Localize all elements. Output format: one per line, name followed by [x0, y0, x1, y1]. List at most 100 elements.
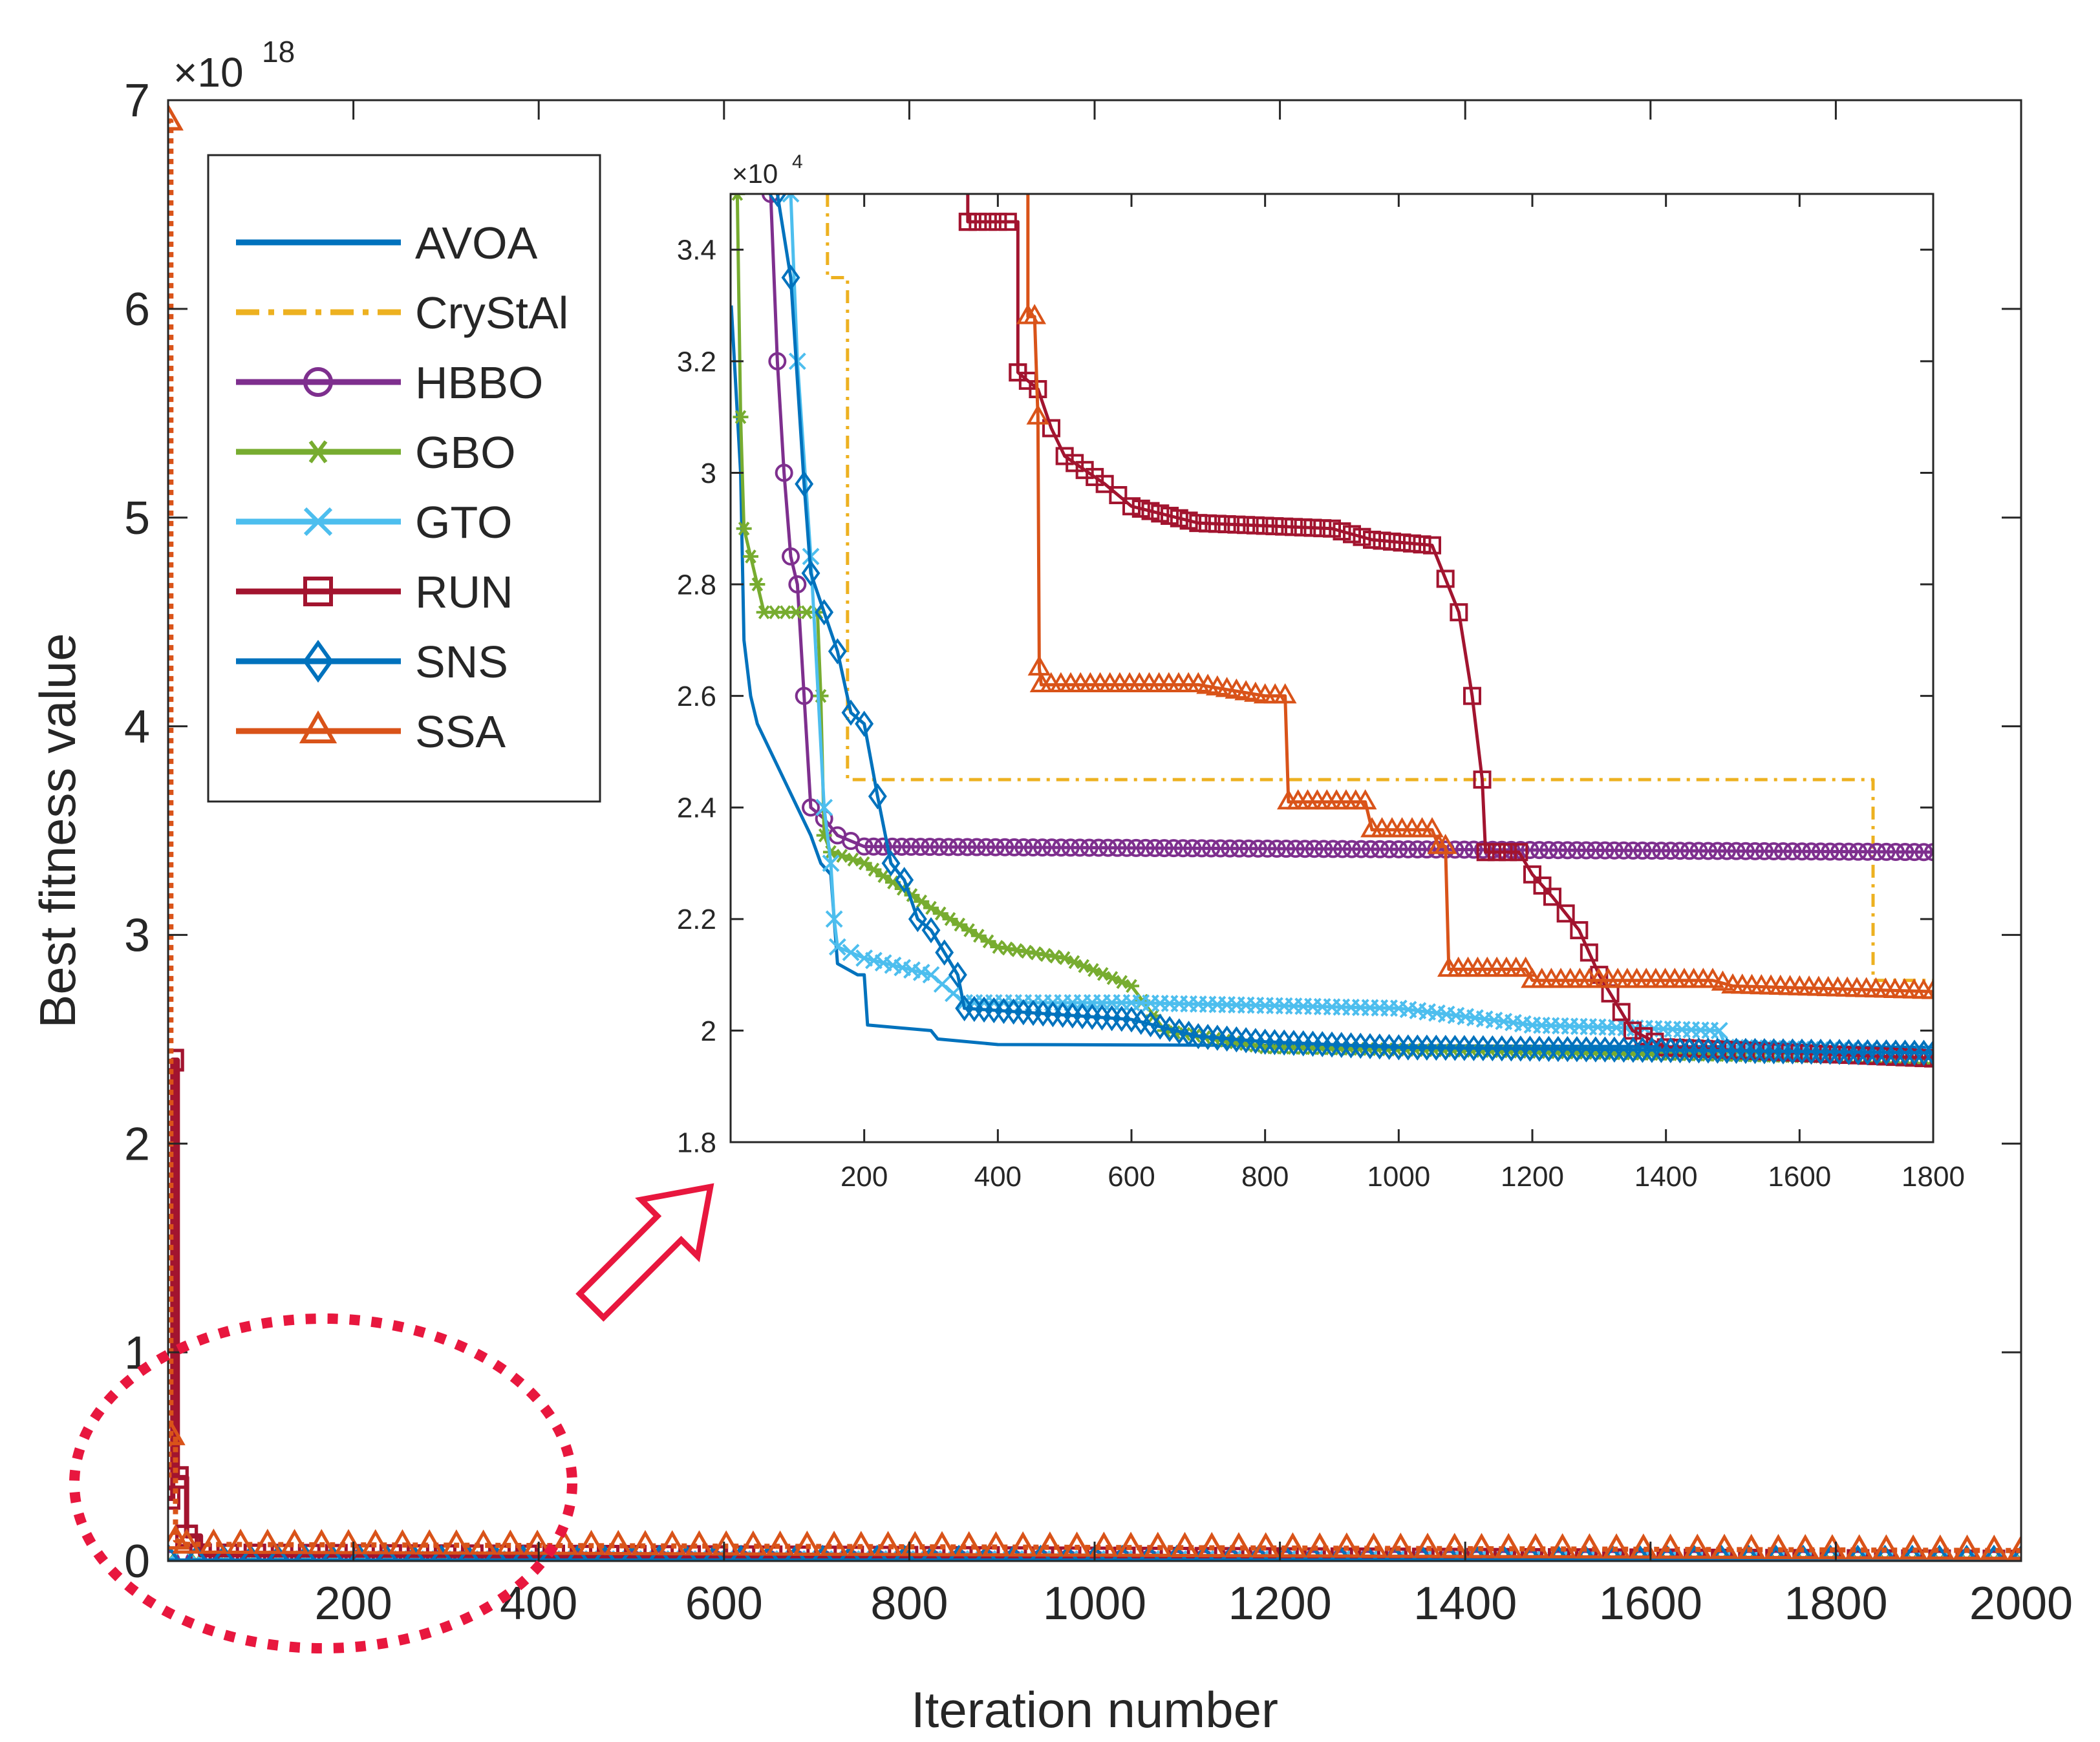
inset-y-exponent: 4 [792, 151, 803, 173]
data-point [1410, 1549, 1433, 1561]
data-point [1886, 842, 1905, 861]
data-point [293, 1544, 317, 1561]
data-point [1183, 839, 1202, 858]
data-point [911, 838, 930, 856]
data-point [1487, 843, 1506, 862]
data-point [1383, 1549, 1406, 1561]
data-point [1199, 514, 1217, 533]
data-point [958, 838, 977, 856]
x-tick-label: 600 [685, 1578, 763, 1630]
data-point [1633, 841, 1652, 860]
data-point [1131, 499, 1150, 518]
data-point [1061, 838, 1080, 857]
data-point [1817, 1534, 1847, 1560]
data-point [902, 838, 921, 856]
legend-entry: SSA [236, 706, 506, 757]
series-ssa [1016, 194, 1933, 999]
data-point [647, 1544, 671, 1561]
data-point [731, 194, 745, 201]
data-point [822, 855, 840, 872]
data-point [1473, 770, 1492, 789]
data-point [1273, 683, 1297, 704]
x-tick-label: 800 [870, 1578, 948, 1630]
data-point [1363, 531, 1381, 549]
data-point [828, 938, 846, 956]
data-point [1005, 838, 1023, 856]
legend-marker [303, 507, 333, 536]
data-point [1605, 841, 1623, 860]
data-point [762, 194, 780, 203]
data-point [1026, 404, 1050, 425]
x-tick-label: 1000 [1367, 1161, 1430, 1193]
data-point [1342, 840, 1361, 858]
data-point [1556, 904, 1575, 923]
legend-marker [303, 577, 333, 606]
data-point [802, 798, 820, 817]
data-point [978, 213, 997, 231]
data-point [873, 1531, 903, 1556]
data-point [1284, 518, 1303, 536]
data-point [2006, 1535, 2021, 1560]
data-point [577, 1529, 606, 1555]
inset-background [731, 194, 1933, 1142]
data-point [566, 1549, 589, 1561]
zoom-region-ellipse [69, 1313, 577, 1653]
data-point [989, 213, 1007, 231]
data-point [1033, 838, 1052, 857]
data-point [1689, 842, 1708, 860]
data-point [1680, 842, 1698, 860]
data-point [1476, 843, 1495, 862]
data-point [1227, 515, 1246, 534]
data-point [1858, 842, 1877, 861]
main-plot-area [168, 105, 2021, 1561]
data-point [1830, 842, 1848, 861]
y-tick-label: 6 [124, 284, 150, 335]
data-point [1265, 517, 1284, 536]
data-point [996, 838, 1014, 856]
data-point [782, 547, 800, 566]
data-point [1567, 841, 1586, 860]
data-point [253, 1529, 283, 1555]
y-tick-label: 5 [124, 493, 150, 544]
data-point [873, 837, 892, 856]
data-point [620, 1544, 644, 1561]
data-point [1671, 842, 1689, 860]
data-point [1237, 516, 1256, 535]
y-tick-label: 2 [701, 1015, 716, 1047]
x-tick-label: 200 [315, 1578, 392, 1630]
data-point [1420, 817, 1444, 838]
data-point [442, 1529, 471, 1555]
data-point [775, 463, 793, 482]
data-point [1602, 1533, 1631, 1559]
data-point [1914, 1048, 1933, 1067]
data-point [1108, 838, 1127, 857]
data-point [954, 1531, 984, 1556]
data-point [1352, 840, 1371, 858]
data-point [1539, 841, 1558, 860]
data-point [1821, 842, 1839, 861]
data-point [280, 1529, 309, 1555]
x-tick-label: 1800 [1784, 1578, 1887, 1630]
data-point [729, 1549, 753, 1561]
data-point [749, 577, 766, 591]
data-point [1127, 838, 1146, 857]
data-point [1371, 840, 1389, 858]
data-point [1440, 1533, 1470, 1558]
data-point [815, 599, 834, 626]
data-point [1548, 841, 1567, 860]
data-point [1323, 840, 1342, 858]
data-point [1955, 1544, 1978, 1561]
data-point [1570, 921, 1589, 940]
data-point [1202, 839, 1221, 858]
data-point [388, 1529, 417, 1555]
data-point [781, 264, 800, 291]
data-point [1905, 1048, 1923, 1067]
data-point [935, 939, 954, 966]
data-point [1333, 522, 1351, 541]
data-point [1333, 840, 1352, 858]
data-point [550, 1529, 579, 1555]
data-point [1332, 1532, 1362, 1558]
data-point [1230, 839, 1248, 858]
data-point [998, 213, 1017, 231]
data-point [1783, 842, 1802, 861]
